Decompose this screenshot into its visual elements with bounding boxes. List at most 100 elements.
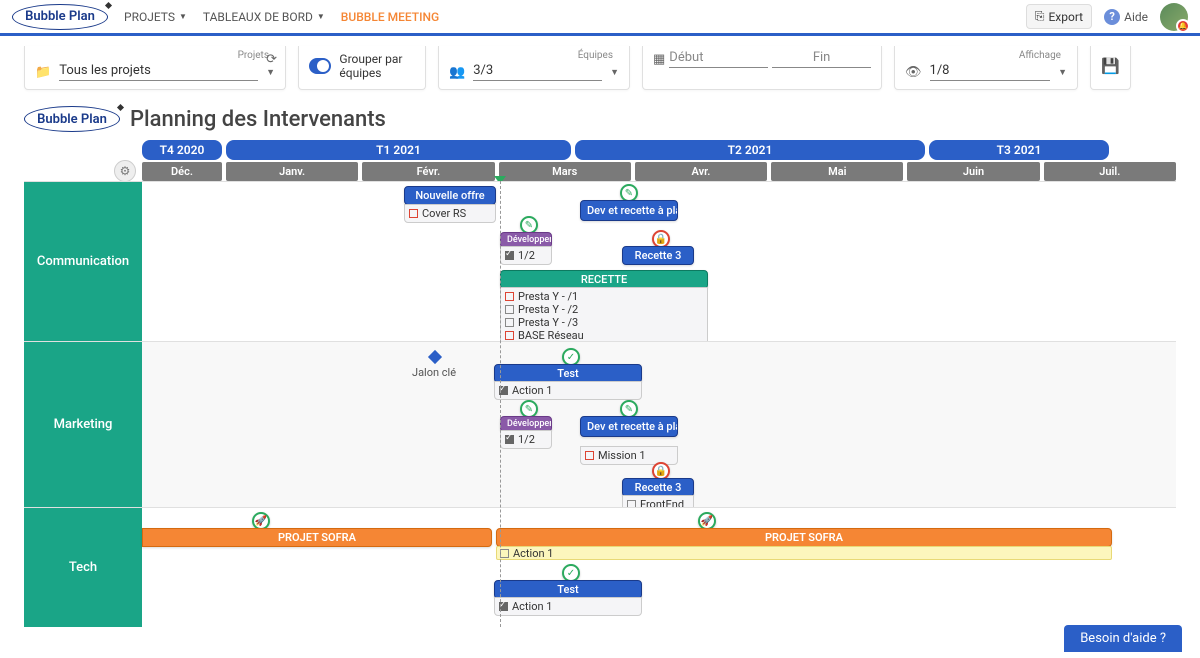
teams-icon: 👥 [449, 65, 465, 80]
subtask-presta3: Presta Y - /3 [518, 316, 578, 329]
filters-row: ⟳ Projets 📁 Tous les projets ▼ Grouper p… [24, 46, 1176, 90]
month-cell: Mars [499, 162, 631, 181]
task-dev-recette-mkt[interactable]: Dev et recette à planifier [580, 416, 678, 437]
month-cell: Mai [771, 162, 903, 181]
plan-title: Planning des Intervenants [130, 107, 386, 132]
milestone-icon[interactable] [428, 350, 442, 364]
lane-body-tech[interactable]: 🚀 🚀 PROJET SOFRA PROJET SOFRA Action 1 ✓… [142, 508, 1176, 627]
checkbox-icon[interactable] [505, 318, 514, 327]
dev-count-mkt: 1/2 [518, 433, 535, 446]
subtasks-recette[interactable]: Presta Y - /1 Presta Y - /2 Presta Y - /… [500, 287, 708, 345]
subtasks-dev[interactable]: 1/2 [500, 246, 552, 265]
nav-projects[interactable]: PROJETS ▼ [124, 10, 187, 24]
month-cell: Juin [907, 162, 1039, 181]
help-button[interactable]: ? Aide [1104, 9, 1148, 25]
quarters-row: T4 2020 T1 2021 T2 2021 T3 2021 [142, 140, 1176, 160]
export-label: Export [1048, 10, 1083, 24]
checkbox-icon[interactable] [505, 435, 514, 444]
projects-select[interactable]: 📁 Tous les projets ▼ [35, 63, 275, 81]
lane-tech: Tech 🚀 🚀 PROJET SOFRA PROJET SOFRA Actio… [24, 507, 1176, 627]
caret-down-icon: ▼ [317, 12, 325, 21]
calendar-icon: ▦ [653, 52, 665, 67]
teams-value: 3/3 [473, 63, 602, 81]
plan-header: Bubble Plan Planning des Intervenants [24, 106, 1176, 132]
nav-left: Bubble Plan PROJETS ▼ TABLEAUX DE BORD ▼… [12, 4, 439, 30]
group-by-teams-label: Grouper par équipes [339, 52, 415, 80]
month-cell: Juil. [1044, 162, 1176, 181]
help-float-button[interactable]: Besoin d'aide ? [1064, 625, 1182, 652]
filter-display-label: Affichage [1019, 50, 1061, 61]
filter-projects-label: Projets [238, 50, 269, 61]
gantt-settings-button[interactable]: ⚙ [114, 160, 136, 182]
save-filters-button[interactable]: 💾 [1090, 46, 1131, 90]
date-end-input[interactable]: Fin [772, 50, 871, 68]
checkbox-icon[interactable] [505, 251, 514, 260]
help-label: Aide [1124, 10, 1148, 24]
task-sofra-left[interactable]: PROJET SOFRA [142, 528, 492, 547]
checkbox-icon[interactable] [505, 305, 514, 314]
caret-down-icon: ▼ [610, 67, 619, 78]
month-cell: Déc. [142, 162, 222, 181]
months-row: ⚙ Déc. Janv. Févr. Mars Avr. Mai Juin Ju… [142, 162, 1176, 181]
filter-display: Affichage 👁 1/8 ▼ [894, 46, 1078, 90]
subtasks-offre[interactable]: Cover RS [404, 204, 496, 223]
lane-body-marketing[interactable]: Jalon clé ✓ Test Action 1 ✎ Développeme … [142, 342, 1176, 507]
task-recette3[interactable]: Recette 3 [622, 246, 694, 265]
nav-dashboards[interactable]: TABLEAUX DE BORD ▼ [203, 10, 325, 24]
filter-teams-label: Équipes [578, 50, 613, 61]
user-avatar[interactable] [1160, 3, 1188, 31]
eye-icon: 👁 [905, 65, 922, 80]
task-dev-recette[interactable]: Dev et recette à planifier [580, 200, 678, 221]
subtask-presta1: Presta Y - /1 [518, 290, 578, 303]
action1-tech: Action 1 [513, 547, 553, 560]
filters-container: ⟳ Projets 📁 Tous les projets ▼ Grouper p… [0, 36, 1200, 96]
date-start-input[interactable]: Début [669, 50, 768, 68]
save-icon: 💾 [1101, 57, 1120, 75]
top-navbar: Bubble Plan PROJETS ▼ TABLEAUX DE BORD ▼… [0, 0, 1200, 36]
subtasks-test[interactable]: Action 1 [494, 381, 642, 400]
nav-right: ⎘ Export ? Aide [1026, 3, 1188, 31]
help-icon: ? [1104, 9, 1120, 25]
caret-down-icon: ▼ [179, 12, 187, 21]
quarter-cell: T3 2021 [929, 140, 1109, 160]
today-line [500, 181, 501, 627]
nav-bubble-meeting[interactable]: BUBBLE MEETING [341, 10, 439, 24]
action1-tech2: Action 1 [512, 600, 552, 613]
month-cell: Janv. [226, 162, 358, 181]
checkbox-icon[interactable] [505, 331, 514, 340]
display-select[interactable]: 👁 1/8 ▼ [905, 63, 1067, 81]
app-logo[interactable]: Bubble Plan [12, 4, 108, 30]
teams-select[interactable]: 👥 3/3 ▼ [449, 63, 619, 81]
filter-group-by-teams: Grouper par équipes [298, 46, 426, 90]
subtasks-test-tech[interactable]: Action 1 [494, 597, 642, 616]
nav-dashboards-label: TABLEAUX DE BORD [203, 10, 313, 24]
gantt-header: T4 2020 T1 2021 T2 2021 T3 2021 ⚙ Déc. J… [142, 140, 1176, 181]
refresh-projects-icon[interactable]: ⟳ [266, 52, 277, 67]
task-nouvelle-offre[interactable]: Nouvelle offre [404, 186, 496, 205]
notification-bell-icon[interactable] [1176, 19, 1190, 33]
subtasks-dev-mkt[interactable]: 1/2 [500, 430, 552, 449]
subtasks-sofra[interactable]: Action 1 [496, 545, 616, 562]
lane-communication: Communication Nouvelle offre Cover RS ✎ … [24, 181, 1176, 341]
filter-dates: ▦ Début Fin [642, 46, 882, 90]
group-by-teams-toggle[interactable] [309, 58, 331, 74]
checkbox-icon[interactable] [505, 292, 514, 301]
lane-label-communication: Communication [24, 182, 142, 341]
export-icon: ⎘ [1035, 9, 1045, 24]
quarter-cell: T2 2021 [575, 140, 925, 160]
lane-body-communication[interactable]: Nouvelle offre Cover RS ✎ Dev et recette… [142, 182, 1176, 341]
checkbox-icon[interactable] [585, 451, 594, 460]
nav-meeting-label: BUBBLE MEETING [341, 10, 439, 24]
checkbox-icon[interactable] [409, 209, 418, 218]
export-button[interactable]: ⎘ Export [1026, 4, 1092, 29]
quarter-cell: T4 2020 [142, 140, 222, 160]
filter-projects: ⟳ Projets 📁 Tous les projets ▼ [24, 46, 286, 90]
caret-down-icon: ▼ [266, 67, 275, 78]
milestone-label: Jalon clé [412, 366, 456, 379]
display-value: 1/8 [930, 63, 1051, 81]
nav-projects-label: PROJETS [124, 10, 175, 24]
checkbox-icon[interactable] [500, 549, 509, 558]
gantt-chart: T4 2020 T1 2021 T2 2021 T3 2021 ⚙ Déc. J… [24, 140, 1176, 627]
subtask-presta2: Presta Y - /2 [518, 303, 578, 316]
action1: Action 1 [512, 384, 552, 397]
